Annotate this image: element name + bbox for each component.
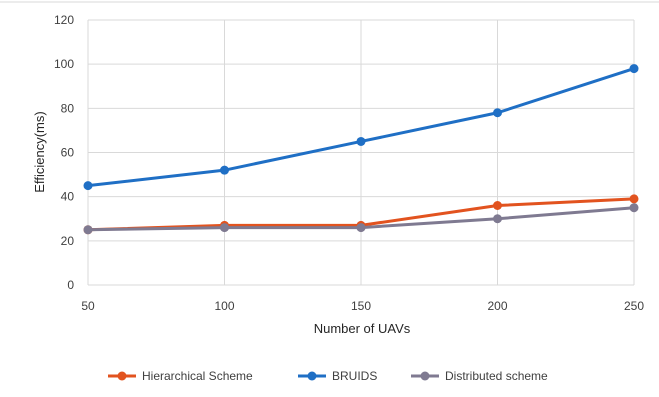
- legend: Hierarchical Scheme BRUIDS Distributed sch…: [108, 369, 548, 383]
- data-point: [83, 181, 93, 191]
- gridlines: [87, 19, 635, 286]
- legend-swatch-marker: [117, 371, 127, 381]
- legend-label: BRUIDS: [332, 369, 377, 383]
- y-tick-label: 100: [54, 57, 74, 71]
- legend-swatch-marker: [307, 371, 317, 381]
- x-tick-label: 250: [624, 299, 644, 313]
- x-tick-label: 100: [214, 299, 234, 313]
- legend-label: Hierarchical Scheme: [142, 369, 253, 383]
- y-tick-label: 120: [54, 13, 74, 27]
- y-tick-label: 20: [61, 234, 75, 248]
- x-tick-label: 50: [81, 299, 95, 313]
- x-tick-label: 200: [487, 299, 507, 313]
- data-point: [629, 203, 639, 213]
- legend-item: BRUIDS: [298, 369, 377, 383]
- data-point: [629, 64, 639, 74]
- legend-swatch-marker: [420, 371, 430, 381]
- data-point: [356, 223, 366, 233]
- y-tick-label: 40: [61, 190, 75, 204]
- y-axis-ticks: 0 20 40 60 80 100 120: [54, 13, 74, 292]
- data-point: [493, 201, 502, 210]
- legend-item: Hierarchical Scheme: [108, 369, 253, 383]
- y-axis-title: Efficiency(ms): [32, 111, 47, 192]
- series-2: [83, 203, 639, 235]
- legend-item: Distributed scheme: [411, 369, 548, 383]
- legend-label: Distributed scheme: [445, 369, 548, 383]
- plot-area: [83, 64, 639, 235]
- x-axis-title: Number of UAVs: [314, 321, 411, 336]
- data-point: [220, 223, 229, 233]
- series-1: [83, 64, 639, 191]
- x-tick-label: 150: [351, 299, 371, 313]
- y-tick-label: 0: [67, 278, 74, 292]
- y-tick-label: 60: [61, 146, 75, 160]
- y-tick-label: 80: [61, 101, 75, 115]
- data-point: [83, 225, 93, 235]
- data-point: [356, 136, 366, 146]
- data-point: [629, 194, 639, 204]
- data-point: [493, 108, 502, 118]
- x-axis-ticks: 50 100 150 200 250: [81, 299, 644, 313]
- data-point: [220, 165, 229, 175]
- data-point: [493, 214, 502, 224]
